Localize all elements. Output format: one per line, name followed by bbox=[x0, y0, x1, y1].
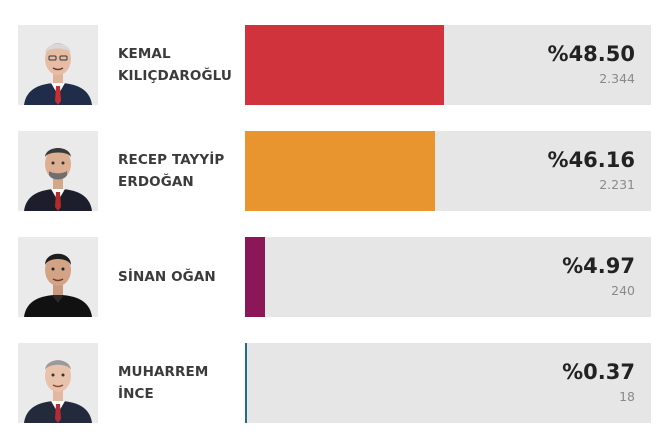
candidate-name: RECEP TAYYİP ERDOĞAN bbox=[118, 131, 236, 211]
candidate-name: MUHARREM İNCE bbox=[118, 343, 236, 423]
vote-count: 240 bbox=[611, 283, 635, 298]
vote-share-bar-track: %46.16 2.231 bbox=[245, 131, 651, 211]
vote-share-bar-track: %4.97 240 bbox=[245, 237, 651, 317]
person-portrait-icon bbox=[18, 237, 98, 317]
person-portrait-icon bbox=[18, 25, 98, 105]
candidate-name: SİNAN OĞAN bbox=[118, 237, 236, 317]
candidate-name-line-1: KEMAL bbox=[118, 46, 171, 62]
candidate-name-line-2: ERDOĞAN bbox=[118, 174, 194, 190]
candidate-name-line-2: İNCE bbox=[118, 386, 154, 402]
vote-share-bar-fill bbox=[245, 131, 435, 211]
person-portrait-icon bbox=[18, 343, 98, 423]
vote-percentage: %46.16 bbox=[547, 148, 635, 172]
candidate-name-line-1: SİNAN OĞAN bbox=[118, 269, 216, 285]
vote-share-bar-fill bbox=[245, 25, 444, 105]
vote-percentage: %0.37 bbox=[562, 360, 635, 384]
candidate-name-line-1: RECEP TAYYİP bbox=[118, 152, 225, 168]
vote-share-bar-track: %0.37 18 bbox=[245, 343, 651, 423]
vote-percentage: %48.50 bbox=[547, 42, 635, 66]
candidate-name-line-1: MUHARREM bbox=[118, 364, 209, 380]
vote-percentage: %4.97 bbox=[562, 254, 635, 278]
vote-count: 18 bbox=[619, 389, 635, 404]
vote-share-bar-fill bbox=[245, 343, 247, 423]
candidate-row-ince[interactable]: MUHARREM İNCE %0.37 18 bbox=[0, 343, 664, 423]
candidate-photo-kilicdaroglu bbox=[18, 25, 98, 105]
candidate-photo-erdogan bbox=[18, 131, 98, 211]
candidate-name-line-2: KILIÇDAROĞLU bbox=[118, 68, 232, 84]
candidate-photo-ince bbox=[18, 343, 98, 423]
candidate-row-kilicdaroglu[interactable]: KEMAL KILIÇDAROĞLU %48.50 2.344 bbox=[0, 25, 664, 105]
person-portrait-icon bbox=[18, 131, 98, 211]
vote-count: 2.231 bbox=[599, 177, 635, 192]
vote-share-bar-fill bbox=[245, 237, 265, 317]
vote-count: 2.344 bbox=[599, 71, 635, 86]
candidate-row-ogan[interactable]: SİNAN OĞAN %4.97 240 bbox=[0, 237, 664, 317]
candidate-name: KEMAL KILIÇDAROĞLU bbox=[118, 25, 236, 105]
candidate-row-erdogan[interactable]: RECEP TAYYİP ERDOĞAN %46.16 2.231 bbox=[0, 131, 664, 211]
vote-share-bar-track: %48.50 2.344 bbox=[245, 25, 651, 105]
candidate-photo-ogan bbox=[18, 237, 98, 317]
